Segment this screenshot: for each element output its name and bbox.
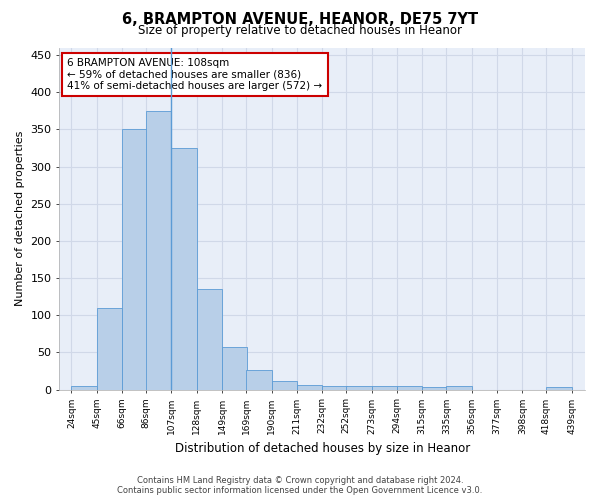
Bar — [346, 386, 371, 390]
Bar — [547, 388, 572, 390]
Bar — [422, 388, 448, 390]
Bar — [446, 386, 472, 390]
Bar — [246, 370, 272, 390]
Text: 6 BRAMPTON AVENUE: 108sqm
← 59% of detached houses are smaller (836)
41% of semi: 6 BRAMPTON AVENUE: 108sqm ← 59% of detac… — [67, 58, 322, 91]
Bar — [371, 386, 397, 390]
Bar — [146, 110, 172, 390]
Bar — [172, 148, 197, 390]
Text: 6, BRAMPTON AVENUE, HEANOR, DE75 7YT: 6, BRAMPTON AVENUE, HEANOR, DE75 7YT — [122, 12, 478, 28]
Bar — [322, 386, 347, 390]
Bar — [197, 289, 222, 390]
Bar — [71, 386, 97, 390]
Text: Contains HM Land Registry data © Crown copyright and database right 2024.
Contai: Contains HM Land Registry data © Crown c… — [118, 476, 482, 495]
X-axis label: Distribution of detached houses by size in Heanor: Distribution of detached houses by size … — [175, 442, 470, 455]
Bar — [272, 380, 297, 390]
Bar — [222, 348, 247, 390]
Bar — [122, 130, 148, 390]
Bar — [97, 308, 122, 390]
Bar — [297, 385, 322, 390]
Bar — [397, 386, 422, 390]
Y-axis label: Number of detached properties: Number of detached properties — [15, 131, 25, 306]
Text: Size of property relative to detached houses in Heanor: Size of property relative to detached ho… — [138, 24, 462, 37]
